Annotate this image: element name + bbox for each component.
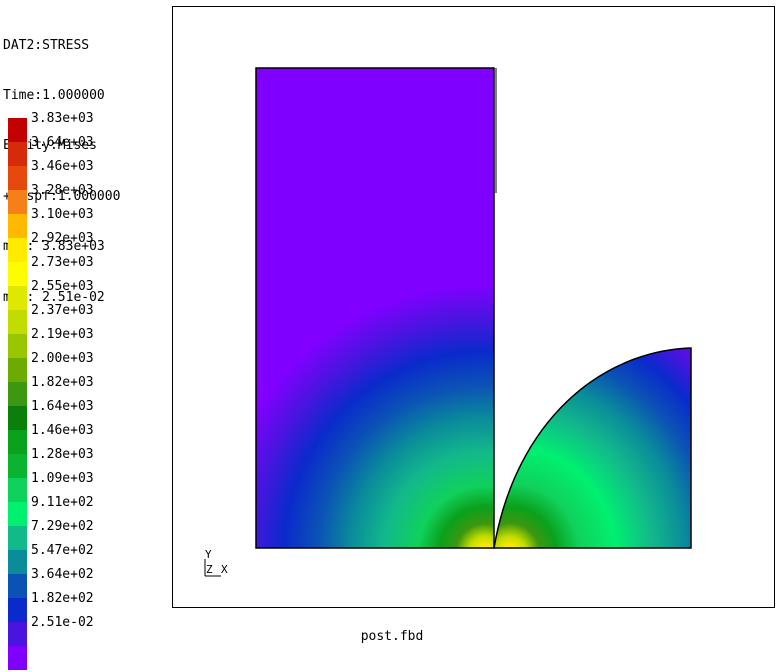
legend-entry: 1.28e+03 <box>8 447 118 478</box>
axis-triad-lines <box>204 559 221 577</box>
legend-entry: 1.09e+03 <box>8 471 118 502</box>
legend-swatch <box>8 598 27 622</box>
graphics-viewport[interactable] <box>172 6 775 608</box>
legend-label: 5.47e+02 <box>31 543 94 558</box>
legend-label: 1.28e+03 <box>31 447 94 462</box>
legend-swatch <box>8 262 27 286</box>
legend-swatch <box>8 574 27 598</box>
legend-label: 1.46e+03 <box>31 423 94 438</box>
legend-entry: 1.46e+03 <box>8 423 118 454</box>
legend-entry: 2.92e+03 <box>8 231 118 262</box>
legend-label: 2.00e+03 <box>31 351 94 366</box>
legend-label: 1.09e+03 <box>31 471 94 486</box>
legend-entry: 3.46e+03 <box>8 159 118 190</box>
legend-swatch <box>8 478 27 502</box>
legend-entry: 1.82e+02 <box>8 591 118 622</box>
legend-label: 7.29e+02 <box>31 519 94 534</box>
legend-label: 2.55e+03 <box>31 279 94 294</box>
left-part-contour <box>255 67 497 549</box>
legend-entry: 3.28e+03 <box>8 183 118 214</box>
legend-swatch <box>8 238 27 262</box>
legend-swatch <box>8 334 27 358</box>
legend-swatch <box>8 430 27 454</box>
legend-label: 9.11e+02 <box>31 495 94 510</box>
legend-swatch <box>8 502 27 526</box>
legend-swatch <box>8 622 27 646</box>
legend-label: 2.37e+03 <box>31 303 94 318</box>
legend-entry: 2.00e+03 <box>8 351 118 382</box>
legend-entry: 2.73e+03 <box>8 255 118 286</box>
legend-entry: 3.64e+02 <box>8 567 118 598</box>
legend-entry: 3.83e+03 <box>8 111 118 142</box>
legend-label: 1.82e+02 <box>31 591 94 606</box>
legend-swatch <box>8 646 27 670</box>
legend-swatch <box>8 214 27 238</box>
legend-swatch <box>8 118 27 142</box>
legend-label: 1.82e+03 <box>31 375 94 390</box>
legend-swatch <box>8 190 27 214</box>
legend-swatch <box>8 550 27 574</box>
legend-label: 3.46e+03 <box>31 159 94 174</box>
legend-entry: 1.82e+03 <box>8 375 118 406</box>
legend-swatch <box>8 358 27 382</box>
legend-swatch <box>8 142 27 166</box>
y-axis-label: Y <box>205 548 212 561</box>
legend-label: 3.64e+03 <box>31 135 94 150</box>
legend-swatch <box>8 286 27 310</box>
right-part-contour <box>493 347 692 549</box>
axis-triad: Y Z X <box>203 549 237 579</box>
legend-label: 2.92e+03 <box>31 231 94 246</box>
legend-entry: 1.64e+03 <box>8 399 118 430</box>
legend-label: 3.64e+02 <box>31 567 94 582</box>
time-label: Time:1.000000 <box>3 87 105 103</box>
legend-swatch <box>8 454 27 478</box>
legend-label: 2.73e+03 <box>31 255 94 270</box>
legend-entry: 3.10e+03 <box>8 207 118 238</box>
displacement-factor-label: +Dispf:1.000000 <box>3 188 121 204</box>
legend-entry: 9.11e+02 <box>8 495 118 526</box>
dataset-label: DAT2:STRESS <box>3 37 90 53</box>
legend-entry: 2.19e+03 <box>8 327 118 358</box>
legend-entry: 5.47e+02 <box>8 543 118 574</box>
legend-entry <box>8 646 118 670</box>
legend-swatch <box>8 406 27 430</box>
legend-entry: 2.37e+03 <box>8 303 118 334</box>
legend-swatch <box>8 310 27 334</box>
legend-label: 2.51e-02 <box>31 615 94 630</box>
legend-label: 2.19e+03 <box>31 327 94 342</box>
z-axis-label: Z <box>206 563 213 576</box>
legend-label: 3.10e+03 <box>31 207 94 222</box>
legend-swatch <box>8 526 27 550</box>
legend-label: 3.83e+03 <box>31 111 94 126</box>
legend-swatch <box>8 166 27 190</box>
legend-label: 1.64e+03 <box>31 399 94 414</box>
legend-entry: 2.55e+03 <box>8 279 118 310</box>
legend-label: 3.28e+03 <box>31 183 94 198</box>
stress-contour-plot <box>255 67 692 549</box>
legend-entry: 7.29e+02 <box>8 519 118 550</box>
filename-label: post.fbd <box>360 629 424 644</box>
legend-entry: 3.64e+03 <box>8 135 118 166</box>
legend-swatch <box>8 382 27 406</box>
x-axis-label: X <box>221 563 228 576</box>
legend-entry: 2.51e-02 <box>8 615 118 646</box>
